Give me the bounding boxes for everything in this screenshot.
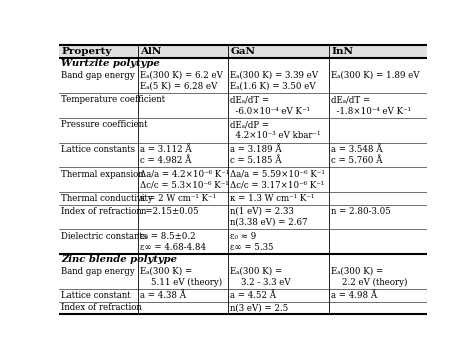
Text: Lattice constant: Lattice constant [62, 291, 131, 300]
Text: a = 4.52 Å: a = 4.52 Å [230, 291, 276, 300]
Text: n(3.38 eV) = 2.67: n(3.38 eV) = 2.67 [230, 218, 308, 227]
Text: a = 3.189 Å: a = 3.189 Å [230, 145, 282, 154]
Text: Eₐ(300 K) = 1.89 eV: Eₐ(300 K) = 1.89 eV [331, 71, 420, 80]
Text: c = 5.760 Å: c = 5.760 Å [331, 156, 383, 165]
Text: Zinc blende polytype: Zinc blende polytype [62, 255, 177, 264]
Text: n(3 eV) = 2.5: n(3 eV) = 2.5 [230, 303, 289, 313]
Text: Dielectric constants: Dielectric constants [62, 232, 148, 241]
Text: κ = 2 W cm⁻¹ K⁻¹: κ = 2 W cm⁻¹ K⁻¹ [140, 194, 217, 203]
Text: ε₀ = 8.5±0.2: ε₀ = 8.5±0.2 [140, 232, 196, 241]
Text: 4.2×10⁻³ eV kbar⁻¹: 4.2×10⁻³ eV kbar⁻¹ [230, 131, 321, 140]
Text: Δc/c = 3.17×10⁻⁶ K⁻¹: Δc/c = 3.17×10⁻⁶ K⁻¹ [230, 181, 325, 190]
Text: a = 4.98 Å: a = 4.98 Å [331, 291, 378, 300]
Text: InN: InN [331, 47, 354, 56]
Text: n = 2.80-3.05: n = 2.80-3.05 [331, 207, 391, 216]
Text: Eₐ(300 K) = 6.2 eV: Eₐ(300 K) = 6.2 eV [140, 71, 223, 80]
Text: a = 4.38 Å: a = 4.38 Å [140, 291, 186, 300]
Text: Wurtzite polytype: Wurtzite polytype [62, 59, 160, 68]
Bar [59, 254, 427, 265]
Text: Band gap energy: Band gap energy [62, 71, 135, 80]
Text: 2.2 eV (theory): 2.2 eV (theory) [331, 278, 408, 287]
Text: c = 5.185 Å: c = 5.185 Å [230, 156, 282, 165]
Text: Property: Property [62, 47, 112, 56]
Text: ε∞ = 4.68-4.84: ε∞ = 4.68-4.84 [140, 243, 207, 252]
Text: -1.8×10⁻⁴ eV K⁻¹: -1.8×10⁻⁴ eV K⁻¹ [331, 106, 411, 116]
Text: dEₐ/dT =: dEₐ/dT = [331, 95, 371, 104]
Text: Lattice constants: Lattice constants [62, 145, 136, 154]
Text: ε₀ ≈ 9: ε₀ ≈ 9 [230, 232, 257, 241]
Text: c = 4.982 Å: c = 4.982 Å [140, 156, 192, 165]
Text: Eₐ(1.6 K) = 3.50 eV: Eₐ(1.6 K) = 3.50 eV [230, 82, 316, 91]
Text: 5.11 eV (theory): 5.11 eV (theory) [140, 278, 223, 287]
Text: a = 3.112 Å: a = 3.112 Å [140, 145, 192, 154]
Text: dEₐ/dT =: dEₐ/dT = [230, 95, 270, 104]
Text: Eₐ(300 K) = 3.39 eV: Eₐ(300 K) = 3.39 eV [230, 71, 319, 80]
Text: κ = 1.3 W cm⁻¹ K⁻¹: κ = 1.3 W cm⁻¹ K⁻¹ [230, 194, 315, 203]
Bar [59, 46, 427, 58]
Text: Pressure coefficient: Pressure coefficient [62, 120, 148, 129]
Text: n=2.15±0.05: n=2.15±0.05 [140, 207, 199, 216]
Text: n(1 eV) = 2.33: n(1 eV) = 2.33 [230, 207, 294, 216]
Text: dEₐ/dP =: dEₐ/dP = [230, 120, 270, 129]
Text: Eₐ(5 K) = 6.28 eV: Eₐ(5 K) = 6.28 eV [140, 82, 218, 91]
Text: Δa/a = 5.59×10⁻⁶ K⁻¹: Δa/a = 5.59×10⁻⁶ K⁻¹ [230, 170, 325, 179]
Text: AlN: AlN [140, 47, 162, 56]
Text: Eₐ(300 K) =: Eₐ(300 K) = [230, 267, 283, 276]
Text: Eₐ(300 K) =: Eₐ(300 K) = [140, 267, 193, 276]
Text: ε∞ = 5.35: ε∞ = 5.35 [230, 243, 274, 252]
Text: Eₐ(300 K) =: Eₐ(300 K) = [331, 267, 384, 276]
Text: -6.0×10⁻⁴ eV K⁻¹: -6.0×10⁻⁴ eV K⁻¹ [230, 106, 310, 116]
Text: 3.2 - 3.3 eV: 3.2 - 3.3 eV [230, 278, 291, 287]
Text: Δa/a = 4.2×10⁻⁶ K⁻¹: Δa/a = 4.2×10⁻⁶ K⁻¹ [140, 170, 230, 179]
Text: Index of refraction: Index of refraction [62, 303, 142, 313]
Text: a = 3.548 Å: a = 3.548 Å [331, 145, 383, 154]
Text: Band gap energy: Band gap energy [62, 267, 135, 276]
Text: Thermal conductivity: Thermal conductivity [62, 194, 153, 203]
Text: Δc/c = 5.3×10⁻⁶ K⁻¹: Δc/c = 5.3×10⁻⁶ K⁻¹ [140, 181, 229, 190]
Text: GaN: GaN [230, 47, 255, 56]
Text: Temperature coefficient: Temperature coefficient [62, 95, 165, 104]
Text: Index of refraction: Index of refraction [62, 207, 142, 216]
Bar [59, 58, 427, 68]
Text: Thermal expansion: Thermal expansion [62, 170, 144, 179]
